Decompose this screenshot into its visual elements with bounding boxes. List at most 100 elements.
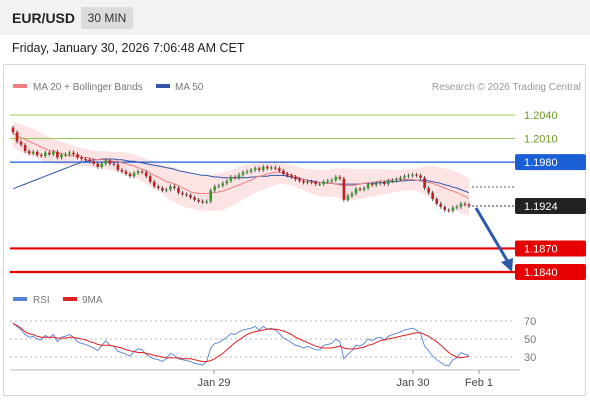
candle-body bbox=[354, 188, 358, 194]
candle-body bbox=[419, 175, 422, 178]
candle-body bbox=[378, 182, 382, 184]
candle-body bbox=[386, 180, 390, 185]
rsi-level-label-30: 30 bbox=[524, 352, 536, 364]
legend-rsi-swatch bbox=[13, 297, 27, 301]
candle-body bbox=[294, 177, 297, 180]
candle-body bbox=[156, 186, 160, 189]
candle-body bbox=[76, 154, 79, 158]
candle-body bbox=[60, 155, 63, 158]
candle-body bbox=[427, 188, 430, 193]
candle-body bbox=[35, 151, 39, 156]
candle-body bbox=[362, 188, 366, 190]
pivot-tag-1.1980 bbox=[515, 154, 586, 171]
candle-body bbox=[395, 179, 398, 181]
candle-body bbox=[451, 207, 455, 211]
candle-body bbox=[144, 172, 148, 177]
candle-body bbox=[314, 182, 317, 185]
candle-body bbox=[338, 177, 342, 179]
bollinger-band-fill bbox=[13, 121, 469, 217]
candle-body bbox=[225, 180, 229, 184]
candle-body bbox=[233, 177, 237, 179]
candle-body bbox=[463, 203, 467, 205]
candle-body bbox=[48, 152, 51, 155]
x-axis: Jan 29 Jan 30 Feb 1 bbox=[197, 370, 493, 389]
support-tag-1.1870 bbox=[515, 240, 586, 257]
legend-ma50-label: MA 50 bbox=[175, 82, 204, 93]
candle-body bbox=[128, 173, 132, 177]
support-label-1.1870: 1.1870 bbox=[524, 243, 558, 255]
candle-body bbox=[68, 152, 71, 155]
candle-body bbox=[181, 192, 184, 195]
candle-body bbox=[249, 169, 253, 172]
candle-body bbox=[19, 141, 23, 145]
candle-body bbox=[116, 164, 120, 170]
candle-body bbox=[342, 178, 346, 200]
candle-body bbox=[431, 192, 434, 199]
candle-body bbox=[366, 184, 370, 189]
candle-body bbox=[96, 163, 100, 167]
rsi-level-label-70: 70 bbox=[524, 316, 536, 328]
copyright: Research © 2026 Trading Central bbox=[432, 82, 581, 93]
candle-body bbox=[399, 177, 402, 180]
candle-body bbox=[15, 132, 19, 142]
candle-body bbox=[56, 151, 59, 158]
candle-body bbox=[104, 160, 108, 164]
candle-body bbox=[136, 171, 140, 174]
rsi-ma-line bbox=[12, 323, 470, 362]
candle-body bbox=[330, 180, 334, 182]
candle-body bbox=[245, 171, 249, 173]
candle-body bbox=[80, 157, 83, 159]
candle-body bbox=[370, 184, 374, 186]
candle-body bbox=[217, 185, 221, 187]
candlestick-layer bbox=[11, 125, 471, 213]
legend-rsi-label: RSI bbox=[33, 295, 50, 306]
candle-body bbox=[455, 206, 459, 208]
candle-body bbox=[350, 193, 354, 196]
candle-body bbox=[374, 183, 378, 185]
candle-body bbox=[346, 195, 350, 200]
candle-body bbox=[278, 168, 281, 171]
candle-body bbox=[160, 188, 164, 191]
candle-body bbox=[467, 204, 471, 207]
candle-body bbox=[209, 190, 213, 202]
candle-body bbox=[334, 177, 338, 181]
candle-body bbox=[205, 201, 209, 203]
candle-body bbox=[88, 159, 91, 162]
pivot-label-1.1980: 1.1980 bbox=[524, 157, 558, 169]
x-label-feb-1: Feb 1 bbox=[465, 377, 493, 389]
rsi-level-label-50: 50 bbox=[524, 334, 536, 346]
candle-body bbox=[11, 127, 15, 133]
legend-bollinger-swatch bbox=[13, 84, 27, 88]
candle-body bbox=[52, 151, 55, 155]
candle-body bbox=[124, 171, 128, 174]
last-price-label: 1.1924 bbox=[524, 201, 558, 213]
timeframe-badge[interactable]: 30 MIN bbox=[81, 7, 133, 29]
candle-body bbox=[43, 152, 47, 156]
candle-body bbox=[23, 144, 27, 152]
candle-body bbox=[39, 155, 43, 157]
x-label-jan-29: Jan 29 bbox=[197, 377, 230, 389]
candle-body bbox=[439, 203, 443, 207]
candle-body bbox=[391, 180, 394, 182]
candle-body bbox=[253, 168, 257, 170]
candle-body bbox=[100, 163, 104, 167]
candle-body bbox=[189, 195, 192, 198]
legend-rsi-ma-label: 9MA bbox=[82, 295, 103, 306]
candle-body bbox=[322, 181, 326, 185]
candle-body bbox=[112, 163, 116, 165]
candle-body bbox=[185, 194, 188, 196]
candle-body bbox=[415, 174, 418, 176]
candle-body bbox=[257, 168, 261, 170]
candle-body bbox=[169, 186, 172, 190]
candle-body bbox=[193, 197, 196, 200]
candle-body bbox=[423, 177, 426, 189]
candle-body bbox=[221, 183, 225, 186]
candle-body bbox=[286, 173, 289, 176]
timestamp: Friday, January 30, 2026 7:06:48 AM CET bbox=[12, 41, 245, 55]
legend-ma50-swatch bbox=[156, 84, 170, 88]
candle-body bbox=[165, 189, 168, 191]
candle-body bbox=[407, 175, 410, 177]
candle-body bbox=[120, 169, 124, 172]
resistance-label-1.2010: 1.2010 bbox=[524, 134, 558, 146]
